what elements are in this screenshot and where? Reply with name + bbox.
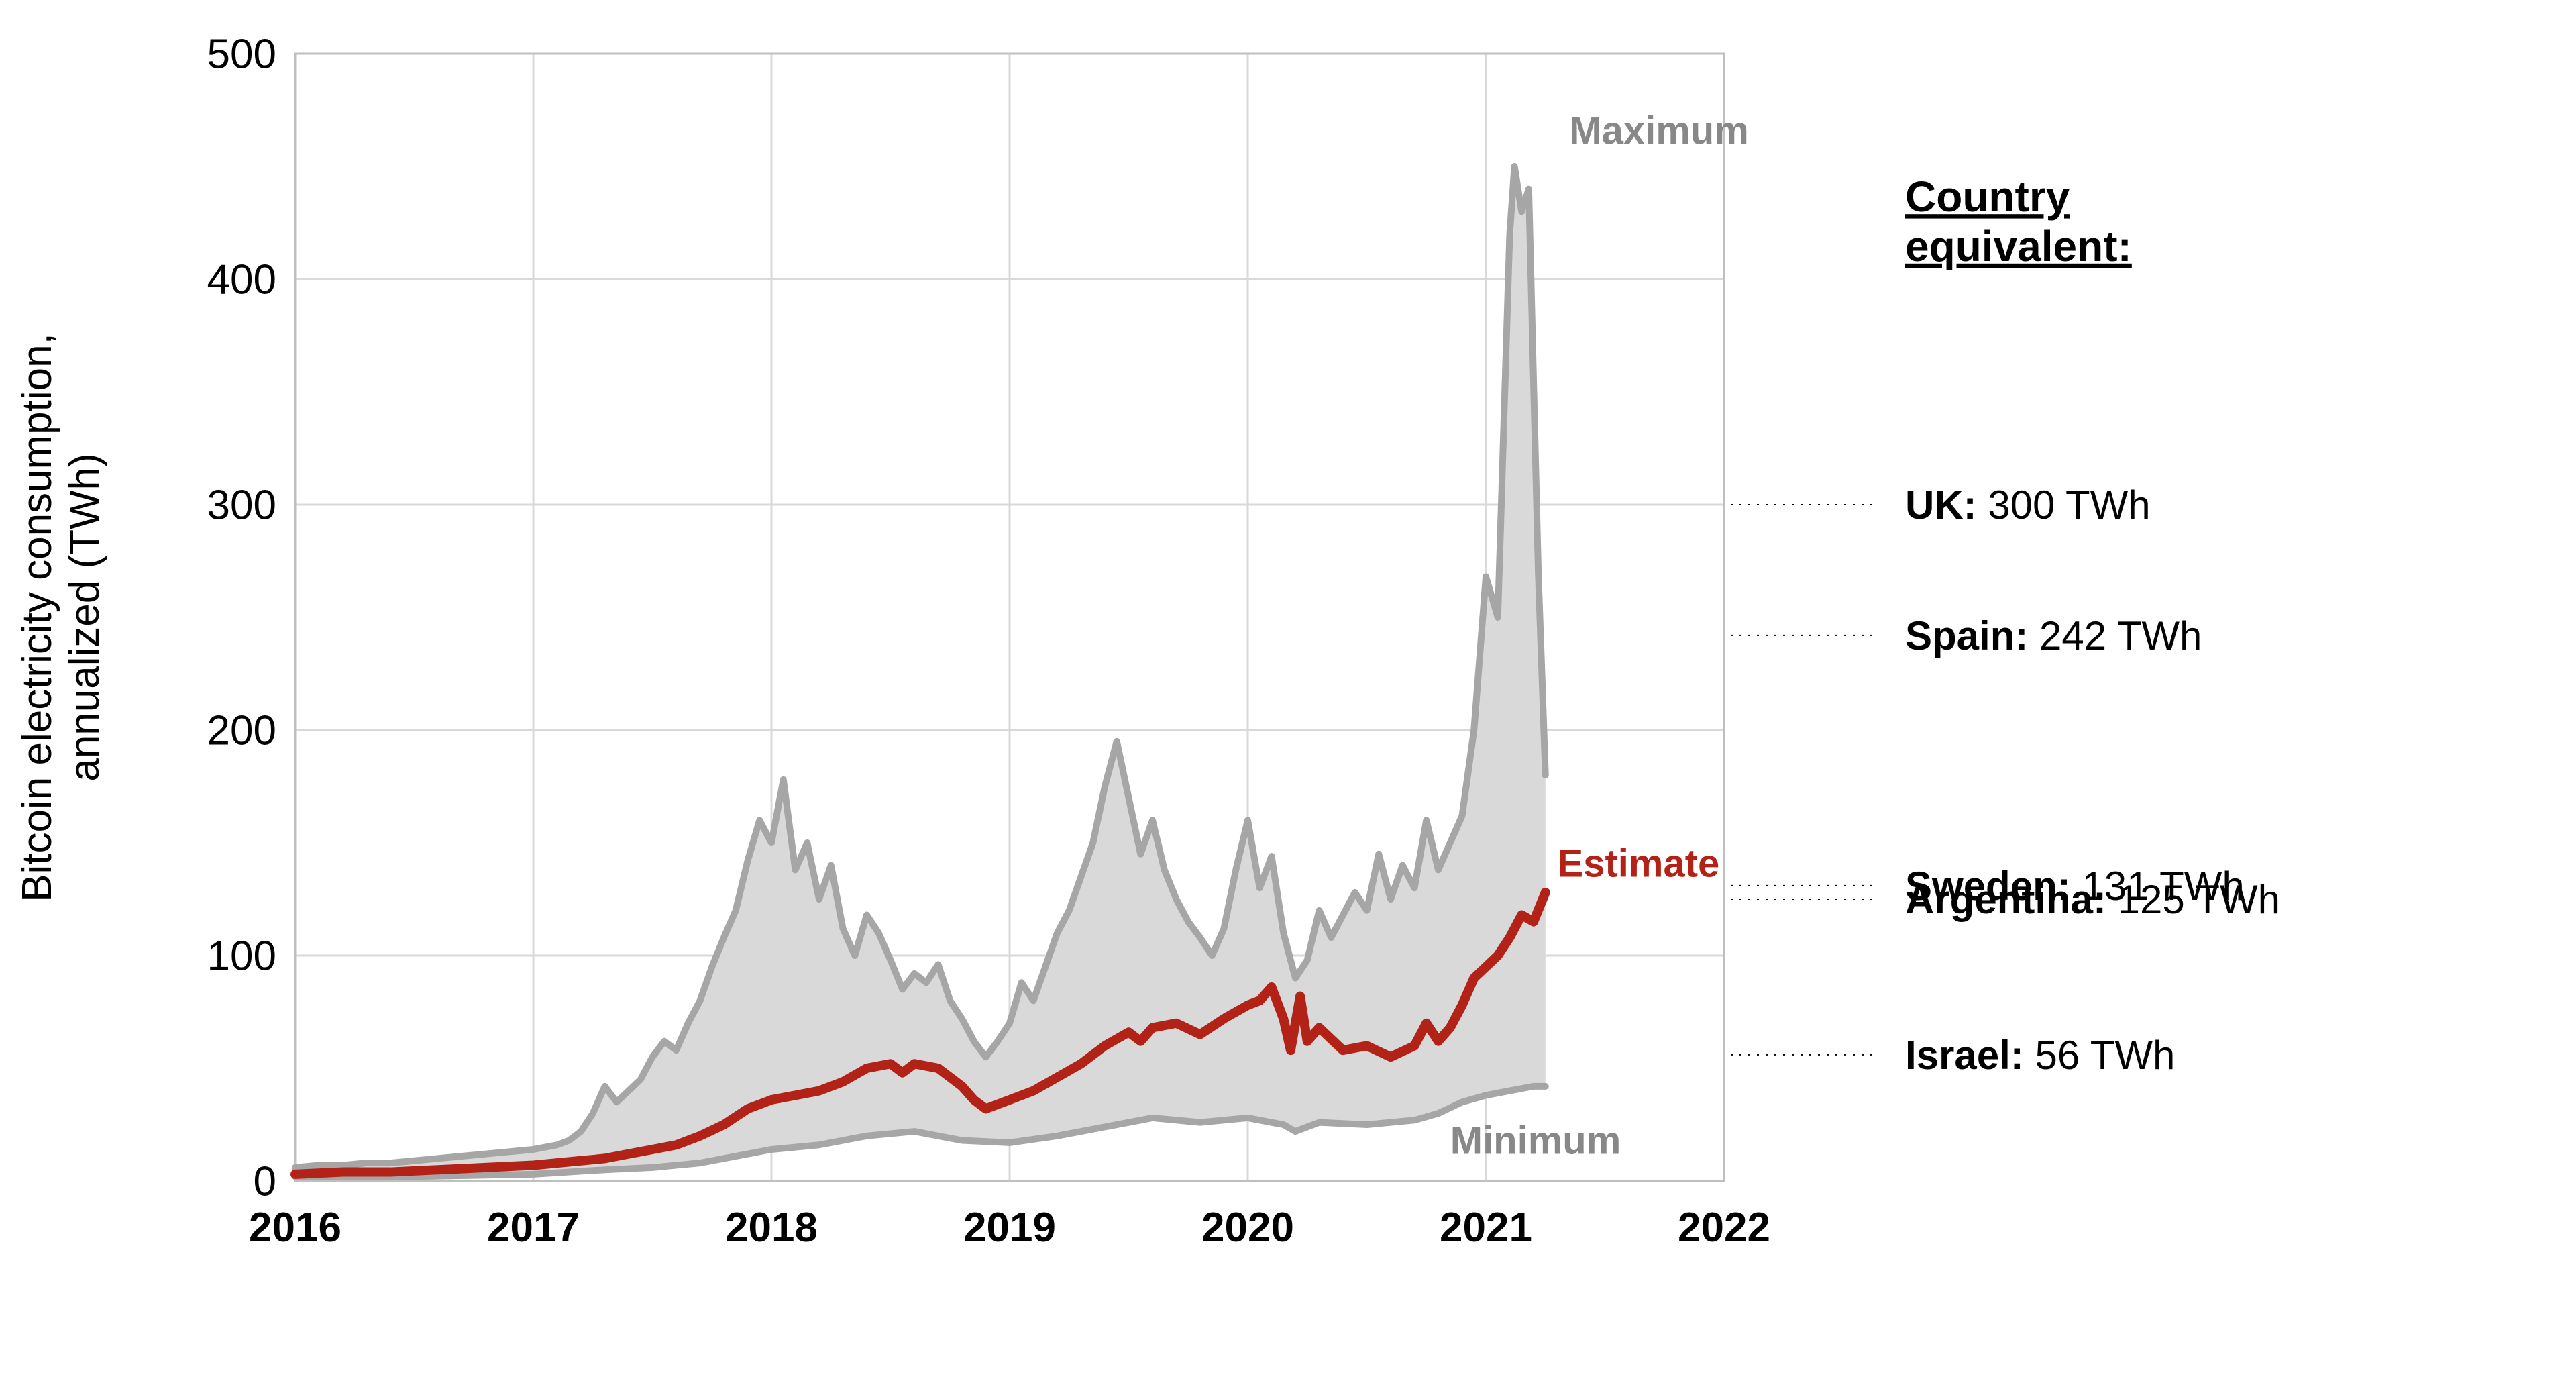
y-tick-label: 0 <box>254 1159 276 1205</box>
x-tick-label: 2019 <box>963 1204 1056 1251</box>
x-tick-label: 2017 <box>487 1204 580 1251</box>
x-tick-label: 2018 <box>725 1204 818 1251</box>
series-label-minimum: Minimum <box>1450 1119 1621 1163</box>
legend-row: UK: 300 TWh <box>1905 482 2151 527</box>
x-tick-label: 2016 <box>249 1204 341 1251</box>
y-tick-label: 400 <box>207 257 276 303</box>
y-tick-label: 500 <box>207 32 276 78</box>
legend-row: Israel: 56 TWh <box>1905 1033 2175 1078</box>
x-tick-label: 2021 <box>1440 1204 1532 1251</box>
x-tick-label: 2020 <box>1201 1204 1294 1251</box>
y-tick-label: 100 <box>207 933 276 980</box>
y-tick-label: 300 <box>207 482 276 529</box>
series-label-maximum: Maximum <box>1569 109 1749 152</box>
legend-row: Argentina: 125 TWh <box>1905 877 2280 922</box>
chart-container: 0 100 200 300 400 500 2016 2017 2018 2019 2020 2021… <box>0 0 2576 1385</box>
y-tick-label: 200 <box>207 708 276 754</box>
x-tick-label: 2022 <box>1678 1204 1770 1251</box>
legend-row: Spain: 242 TWh <box>1905 613 2202 658</box>
series-label-estimate: Estimate <box>1558 841 1720 885</box>
chart-svg: 0 100 200 300 400 500 2016 2017 2018 2019 2020 2021… <box>0 0 2576 1385</box>
